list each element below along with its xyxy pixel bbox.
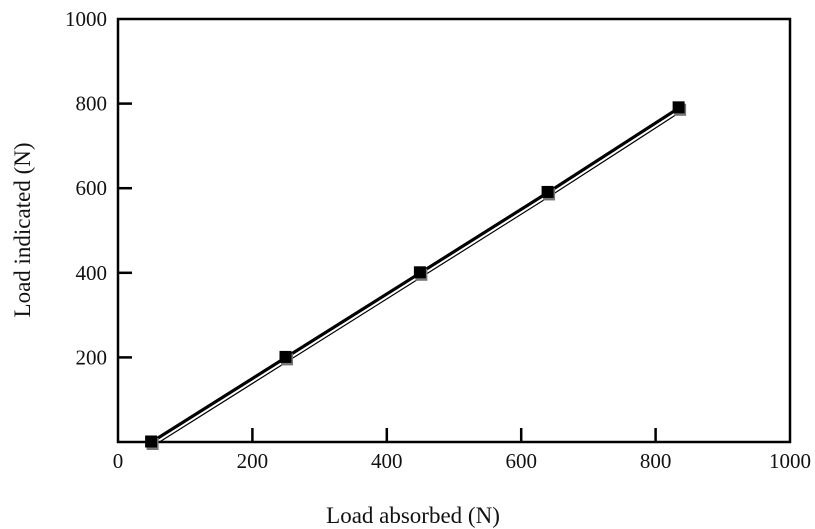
y-tick-label: 600 <box>76 176 108 200</box>
data-point-marker <box>541 185 554 198</box>
data-series <box>145 101 687 450</box>
y-tick-label: 1000 <box>65 7 107 31</box>
y-tick-label: 400 <box>76 261 108 285</box>
y-tick-label: 800 <box>76 92 108 116</box>
data-point-marker <box>672 101 685 114</box>
x-axis-ticks: 0 200 400 600 800 1000 <box>113 428 811 473</box>
x-tick-label: 800 <box>640 449 672 473</box>
y-axis-ticks: 200 400 600 800 1000 <box>65 7 132 369</box>
y-tick-label: 200 <box>76 345 108 369</box>
x-tick-label: 400 <box>371 449 403 473</box>
y-axis-title: Load indicated (N) <box>10 143 35 318</box>
x-tick-label: 600 <box>505 449 537 473</box>
data-point-marker <box>279 350 292 363</box>
x-tick-label: 200 <box>237 449 269 473</box>
data-point-marker <box>413 266 426 279</box>
plot-frame <box>116 17 792 444</box>
x-axis-title: Load absorbed (N) <box>326 503 500 528</box>
data-point-marker <box>145 435 158 448</box>
x-tick-label: 1000 <box>769 449 811 473</box>
x-tick-label: 0 <box>113 449 124 473</box>
